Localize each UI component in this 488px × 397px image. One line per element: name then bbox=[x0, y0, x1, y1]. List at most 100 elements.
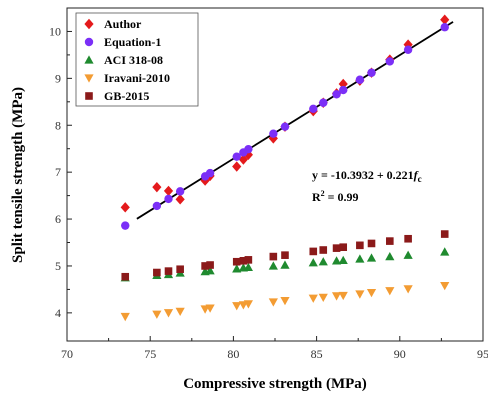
iravani-2010-point bbox=[268, 298, 278, 307]
equation-1-point bbox=[280, 122, 290, 131]
gb-2015-point bbox=[121, 272, 130, 281]
gb-2015-point bbox=[309, 247, 318, 256]
author-point bbox=[120, 202, 130, 213]
equation-1-point bbox=[355, 75, 365, 84]
y-axis-title: Split tensile strength (MPa) bbox=[10, 87, 26, 263]
x-tick-label: 80 bbox=[227, 347, 239, 361]
gb-2015-point bbox=[153, 268, 161, 277]
equation-1-point bbox=[339, 85, 348, 95]
y-tick-label: 9 bbox=[55, 71, 61, 85]
r2-value: = 0.99 bbox=[325, 190, 359, 204]
gb-2015-point bbox=[206, 261, 214, 269]
gb-2015-point bbox=[386, 237, 394, 245]
aci-318-08-point bbox=[403, 250, 413, 259]
legend-label-aci-318-08: ACI 318-08 bbox=[104, 53, 163, 67]
gb-2015-point bbox=[232, 257, 241, 266]
gb-2015-point bbox=[404, 234, 412, 243]
iravani-2010-point bbox=[366, 289, 377, 298]
x-tick-label: 85 bbox=[311, 347, 323, 361]
equation-prefix: y = -10.3932 + 0.221 bbox=[312, 168, 414, 182]
y-tick-label: 7 bbox=[55, 165, 61, 179]
legend: Author Equation-1 ACI 318-08 Iravani-2010 GB… bbox=[75, 12, 199, 107]
aci-318-08-point bbox=[232, 264, 242, 273]
gb-2015-point bbox=[339, 243, 348, 251]
aci-318-08-point bbox=[355, 254, 365, 263]
iravani-2010-point bbox=[175, 307, 185, 317]
legend-label-gb-2015: GB-2015 bbox=[104, 89, 149, 103]
equation-1-point bbox=[319, 98, 328, 107]
equation-subscript: c bbox=[418, 174, 422, 184]
data-points-layer bbox=[120, 14, 450, 322]
gb-2015-point bbox=[201, 262, 209, 270]
gb-2015-point bbox=[281, 251, 289, 259]
y-axis-ticks: 4 5 6 7 8 9 10 bbox=[49, 24, 72, 320]
gb-2015-point bbox=[332, 244, 341, 252]
iravani-2010-point bbox=[355, 290, 365, 299]
iravani-2010-point bbox=[331, 292, 342, 301]
gb-2015-point bbox=[239, 256, 248, 265]
iravani-2010-point bbox=[318, 293, 328, 302]
aci-318-08-point bbox=[205, 266, 215, 275]
y-tick-label: 4 bbox=[55, 306, 61, 320]
equation-1-point bbox=[367, 68, 376, 77]
aci-318-08-point bbox=[243, 262, 253, 272]
equation-1-point bbox=[152, 201, 162, 211]
equation-1-point bbox=[332, 90, 341, 99]
y-tick-label: 10 bbox=[49, 24, 61, 38]
aci-318-08-point bbox=[338, 255, 348, 265]
aci-318-08-point bbox=[440, 247, 450, 256]
aci-318-08-point bbox=[280, 260, 290, 269]
iravani-2010-point bbox=[308, 294, 318, 303]
fit-line-layer bbox=[136, 21, 454, 220]
iravani-2010-point bbox=[440, 281, 450, 291]
equation-1-point bbox=[309, 104, 318, 114]
regression-line bbox=[136, 21, 454, 220]
author-point bbox=[440, 14, 450, 25]
author-point bbox=[152, 181, 162, 193]
y-tick-label: 5 bbox=[55, 259, 61, 273]
aci-318-08-point bbox=[268, 261, 278, 270]
x-axis-title: Compressive strength (MPa) bbox=[183, 376, 367, 392]
gb-2015-point bbox=[176, 265, 184, 274]
iravani-2010-point bbox=[205, 304, 215, 313]
equation-1-point bbox=[175, 187, 185, 196]
legend-marker-iravani-2010 bbox=[84, 74, 94, 83]
legend-marker-author bbox=[84, 18, 94, 30]
legend-marker-aci-318-08 bbox=[84, 55, 94, 64]
legend-label-equation-1: Equation-1 bbox=[104, 35, 161, 49]
legend-marker-gb-2015 bbox=[85, 92, 93, 100]
x-tick-label: 90 bbox=[394, 347, 406, 361]
iravani-2010-point bbox=[232, 302, 242, 311]
aci-318-08-point bbox=[366, 253, 377, 262]
iravani-2010-point bbox=[120, 312, 130, 322]
legend-label-author: Author bbox=[104, 17, 142, 31]
gb-2015-point bbox=[319, 246, 328, 254]
aci-318-08-point bbox=[308, 258, 318, 267]
x-tick-label: 70 bbox=[61, 347, 73, 361]
equation-1-point bbox=[232, 152, 241, 161]
iravani-2010-point bbox=[152, 310, 162, 319]
iravani-2010-point bbox=[403, 285, 413, 294]
equation-1-point bbox=[385, 57, 395, 66]
equation-variable: f bbox=[414, 168, 419, 182]
aci-318-08-point bbox=[331, 256, 342, 265]
y-tick-label: 6 bbox=[55, 212, 61, 226]
x-axis-ticks: 70 75 80 85 90 95 bbox=[61, 336, 488, 361]
author-point bbox=[163, 185, 174, 197]
legend-label-iravani-2010: Iravani-2010 bbox=[104, 71, 170, 85]
equation-1-point bbox=[440, 23, 449, 32]
aci-318-08-point bbox=[385, 251, 395, 261]
iravani-2010-point bbox=[338, 291, 348, 301]
legend-box bbox=[75, 12, 199, 107]
author-point bbox=[175, 194, 185, 205]
iravani-2010-point bbox=[243, 300, 253, 309]
author-point bbox=[232, 161, 242, 172]
equation-1-point bbox=[269, 129, 278, 138]
gb-2015-point bbox=[356, 241, 364, 250]
gb-2015-point bbox=[164, 267, 173, 275]
r2-superscript: 2 bbox=[321, 189, 325, 198]
iravani-2010-point bbox=[163, 309, 174, 318]
equation-1-point bbox=[164, 194, 173, 204]
equation-1-point bbox=[205, 168, 215, 178]
